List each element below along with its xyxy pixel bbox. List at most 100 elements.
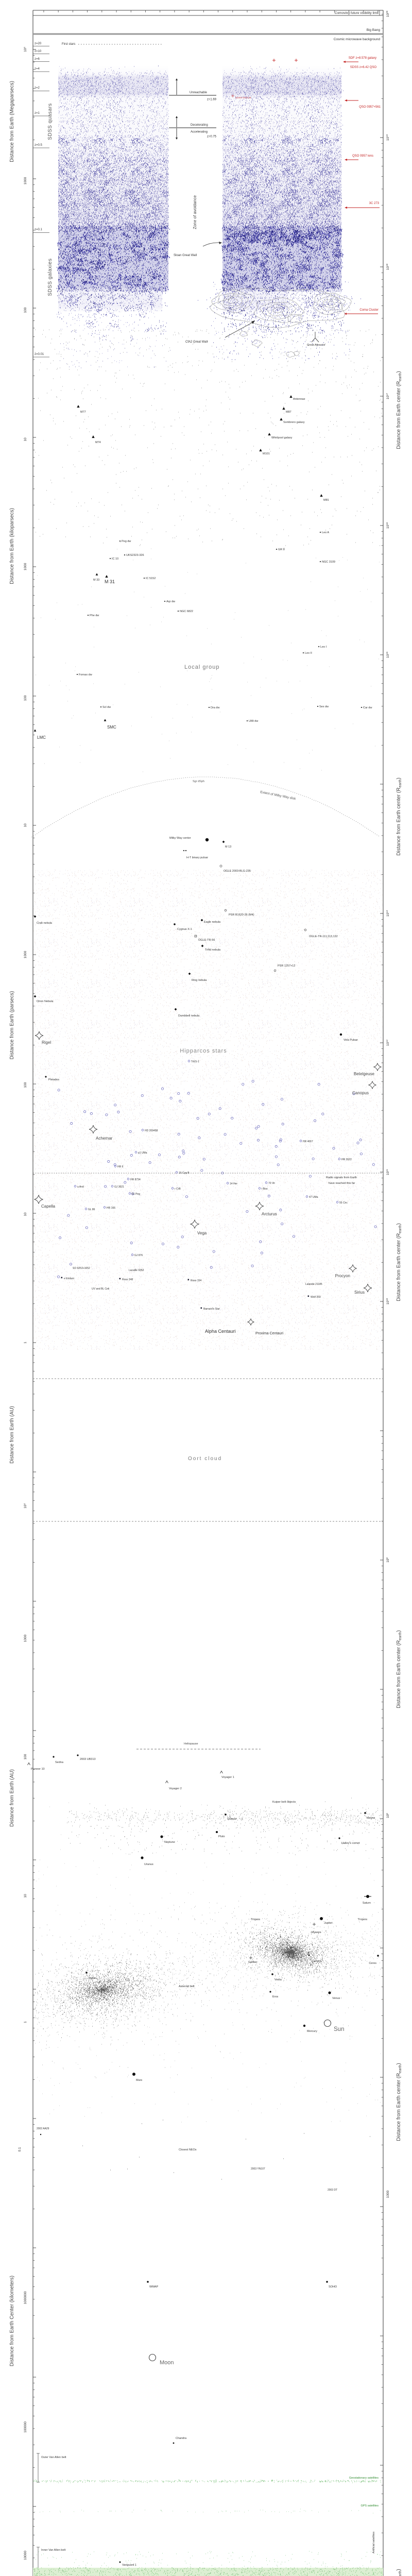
svg-text:Pluto: Pluto	[218, 1835, 225, 1838]
svg-text:Leo A: Leo A	[322, 531, 329, 534]
svg-text:QSO 0957 lens: QSO 0957 lens	[352, 155, 373, 158]
svg-text:z=2: z=2	[35, 87, 40, 90]
svg-text:1013: 1013	[386, 910, 390, 917]
svg-text:have reached this far: have reached this far	[329, 1182, 355, 1185]
svg-text:10: 10	[24, 1212, 27, 1216]
svg-text:Sex dw: Sex dw	[319, 705, 329, 708]
svg-text:QSO 0957+561: QSO 0957+561	[359, 106, 381, 109]
svg-text:Neptune: Neptune	[164, 1841, 175, 1844]
svg-text:Uranus: Uranus	[144, 1863, 153, 1866]
svg-text:1: 1	[24, 2021, 27, 2023]
svg-text:M74: M74	[95, 441, 101, 444]
svg-text:1000: 1000	[386, 2190, 390, 2198]
svg-text:14 Her: 14 Her	[230, 1182, 237, 1185]
svg-text:IC 10: IC 10	[112, 557, 118, 561]
svg-text:Vanguard 1: Vanguard 1	[122, 2564, 136, 2567]
svg-text:z=20: z=20	[35, 42, 42, 45]
svg-text:UV and BL Ceti: UV and BL Ceti	[92, 1287, 109, 1291]
svg-text:Car dw: Car dw	[363, 706, 372, 709]
svg-text:Crab nebula: Crab nebula	[37, 922, 53, 925]
svg-text:70 Vir: 70 Vir	[268, 1182, 275, 1185]
svg-text:M87: M87	[286, 411, 291, 414]
svg-text:SOHO: SOHO	[329, 2285, 337, 2289]
svg-text:Zone of avoidance: Zone of avoidance	[193, 195, 197, 229]
svg-text:SDF z=8.578 galaxy: SDF z=8.578 galaxy	[349, 57, 376, 60]
svg-text:Barnard's Star: Barnard's Star	[203, 1308, 220, 1311]
svg-text:z=1: z=1	[35, 112, 40, 115]
svg-text:Hipparcos stars: Hipparcos stars	[180, 1048, 227, 1054]
svg-text:Vesta: Vesta	[274, 1978, 282, 1981]
svg-text:Ring nebula: Ring nebula	[192, 979, 207, 982]
svg-text:1000: 1000	[24, 951, 27, 958]
svg-text:WMAP: WMAP	[149, 2285, 158, 2289]
svg-text:z=0.01: z=0.01	[35, 353, 44, 356]
svg-text:Milky Way center: Milky Way center	[169, 837, 191, 840]
svg-text:Whirlpool galaxy: Whirlpool galaxy	[271, 436, 293, 439]
svg-text:Moon: Moon	[160, 2360, 174, 2366]
svg-text:GPS satellites: GPS satellites	[360, 2504, 379, 2507]
svg-text:Rigel: Rigel	[42, 1040, 51, 1045]
svg-text:Lacaille 9352: Lacaille 9352	[129, 1269, 144, 1272]
svg-text:1000: 1000	[24, 563, 27, 570]
svg-text:Venus: Venus	[332, 1997, 340, 2000]
svg-text:Distance from Earth (AU): Distance from Earth (AU)	[9, 1406, 15, 1464]
svg-text:Sedna: Sedna	[55, 1761, 64, 1764]
svg-text:r CrB: r CrB	[175, 1188, 181, 1191]
svg-text:Leo I: Leo I	[320, 646, 327, 649]
svg-text:SO 0253+1652: SO 0253+1652	[73, 1267, 90, 1270]
svg-text:51 Peg: 51 Peg	[132, 1193, 140, 1196]
svg-text:Dra dw: Dra dw	[211, 706, 219, 709]
svg-text:M81: M81	[323, 499, 329, 502]
svg-text:Mercury: Mercury	[307, 2030, 317, 2033]
svg-text:Pioneer 10: Pioneer 10	[31, 1768, 45, 1771]
svg-text:SMC: SMC	[107, 725, 116, 730]
svg-text:Alpha Centauri: Alpha Centauri	[205, 1329, 236, 1334]
svg-text:Radio signals from Earth: Radio signals from Earth	[326, 1176, 357, 1179]
svg-text:Closest NEOs: Closest NEOs	[179, 2148, 197, 2151]
svg-text:100: 100	[24, 695, 27, 701]
svg-text:Sombrero galaxy: Sombrero galaxy	[283, 421, 305, 424]
svg-text:Sloan Great Wall: Sloan Great Wall	[174, 254, 197, 257]
svg-text:First stars: First stars	[62, 43, 75, 46]
svg-text:47 UMa: 47 UMa	[309, 1196, 318, 1199]
svg-text:HR 166: HR 166	[107, 1207, 115, 1210]
svg-text:Vega: Vega	[197, 1231, 207, 1235]
svg-text:Unreachable: Unreachable	[190, 91, 208, 94]
svg-text:Proxima Centauri: Proxima Centauri	[255, 1332, 284, 1335]
svg-text:Accelerating: Accelerating	[191, 131, 208, 134]
svg-text:10: 10	[24, 823, 27, 827]
svg-text:Outer Van Allen belt: Outer Van Allen belt	[41, 2456, 66, 2459]
svg-text:Lalande 21185: Lalande 21185	[305, 1283, 322, 1286]
svg-text:GL 86: GL 86	[88, 1208, 95, 1211]
svg-text:104: 104	[23, 47, 27, 52]
svg-text:Distance from Earth Center (ki: Distance from Earth Center (kilometers)	[9, 2276, 15, 2366]
svg-text:1012: 1012	[386, 1039, 390, 1046]
svg-text:Vela Pulsar: Vela Pulsar	[344, 1039, 358, 1042]
svg-text:Inner Van Allen belt: Inner Van Allen belt	[41, 2549, 66, 2552]
svg-text:Sirius: Sirius	[354, 1290, 365, 1295]
svg-text:100000: 100000	[24, 2421, 27, 2433]
svg-text:z=1.69: z=1.69	[207, 98, 217, 101]
svg-text:Great Attractor: Great Attractor	[307, 344, 325, 347]
svg-text:Cygnus X-1: Cygnus X-1	[177, 928, 192, 931]
svg-text:HR 2622: HR 2622	[341, 1158, 352, 1161]
svg-text:1011: 1011	[386, 1169, 390, 1175]
svg-text:Fornax dw: Fornax dw	[79, 673, 92, 676]
svg-text:Phe dw: Phe dw	[90, 614, 99, 617]
svg-text:2003 UB313: 2003 UB313	[80, 1758, 96, 1761]
svg-text:Galileo: Galileo	[248, 1961, 257, 1964]
svg-text:Procyon: Procyon	[335, 1274, 350, 1278]
svg-text:Comoving future visibility lim: Comoving future visibility limit	[335, 11, 379, 15]
svg-text:1015: 1015	[386, 651, 390, 658]
svg-text:1: 1	[24, 1342, 27, 1344]
svg-text:Voyager 2: Voyager 2	[169, 1787, 182, 1790]
svg-text:UKS2323-326: UKS2323-326	[126, 554, 144, 557]
svg-text:Jupiter: Jupiter	[324, 1922, 333, 1925]
svg-text:1019: 1019	[386, 134, 390, 141]
svg-text:IC 5152: IC 5152	[146, 577, 156, 580]
svg-text:Distance from Earth (Megaparse: Distance from Earth (Megaparsecs)	[9, 81, 15, 162]
svg-text:Achernar: Achernar	[96, 1136, 113, 1141]
svg-text:100: 100	[24, 1082, 27, 1088]
svg-text:SDSS quasars: SDSS quasars	[47, 103, 53, 140]
svg-text:2003 DT: 2003 DT	[328, 2189, 337, 2192]
